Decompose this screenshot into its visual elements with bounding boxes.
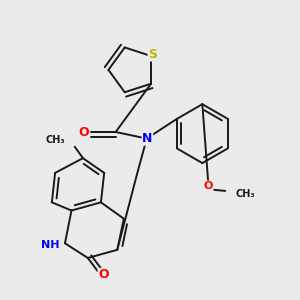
Text: CH₃: CH₃ [45, 135, 65, 145]
Text: NH: NH [41, 240, 59, 250]
Text: O: O [98, 268, 109, 281]
Text: CH₃: CH₃ [235, 189, 255, 199]
Text: S: S [148, 48, 157, 61]
Text: O: O [79, 125, 89, 139]
Text: O: O [203, 181, 213, 191]
Text: N: N [142, 132, 153, 145]
